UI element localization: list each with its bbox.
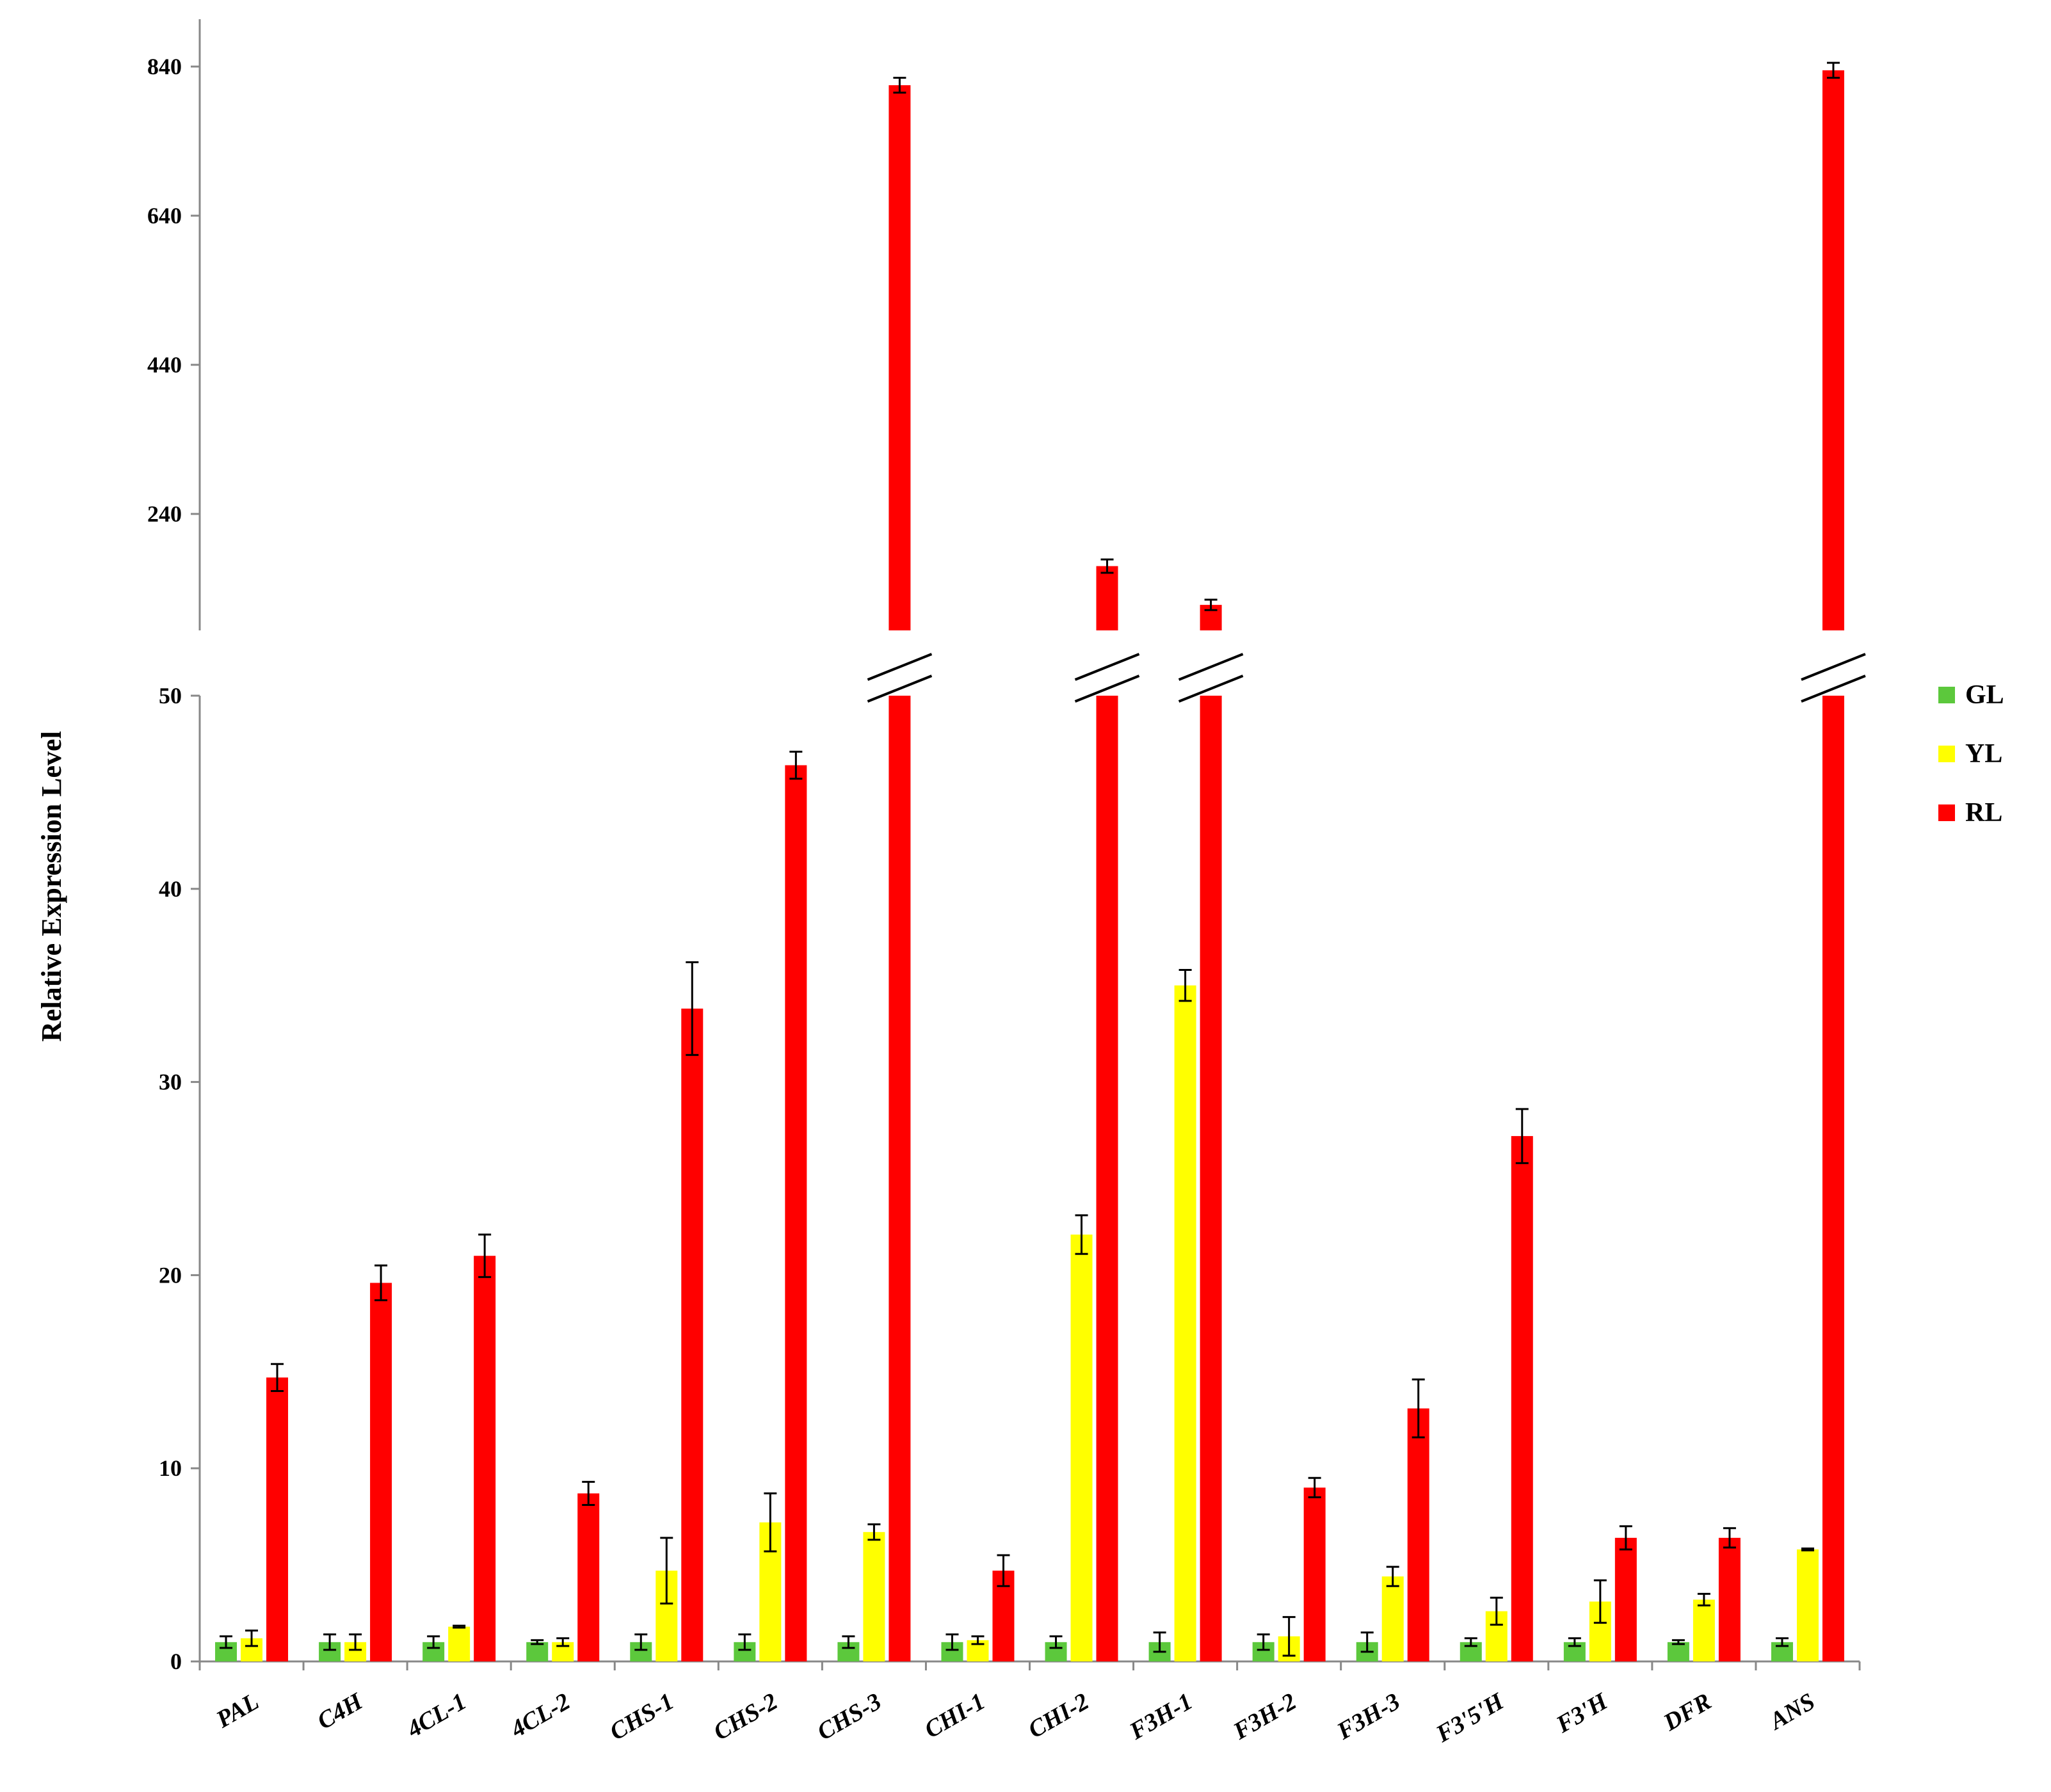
y-tick-label: 10 — [159, 1455, 182, 1481]
bar-yl — [1796, 1549, 1819, 1661]
bar-rl — [1407, 1408, 1429, 1661]
legend-swatch-gl — [1938, 687, 1955, 703]
bar-yl — [1174, 985, 1196, 1661]
axis-break-mark — [867, 653, 933, 681]
y-tick-label: 840 — [147, 54, 182, 79]
category-label: 4CL-2 — [506, 1688, 575, 1743]
bar-yl — [1381, 1576, 1404, 1661]
bar-rl — [681, 1008, 704, 1661]
y-tick-label: 50 — [159, 683, 182, 708]
y-tick-label: 240 — [147, 501, 182, 527]
bar-rl — [1614, 1537, 1637, 1661]
axis-break-mark — [1801, 675, 1866, 703]
category-label: CHS-1 — [606, 1688, 679, 1745]
bar-rl — [1718, 1537, 1741, 1661]
y-tick-label: 40 — [159, 876, 182, 902]
bar-rl — [1200, 696, 1222, 1661]
y-tick-label: 0 — [170, 1649, 182, 1674]
category-label: DFR — [1659, 1688, 1716, 1736]
bar-yl — [448, 1626, 471, 1661]
legend-label-yl: YL — [1965, 739, 2002, 769]
category-label: F3H-2 — [1228, 1688, 1301, 1745]
axis-break-mark — [1178, 675, 1244, 703]
category-label: F3'5'H — [1431, 1688, 1509, 1748]
bar-gl — [1667, 1642, 1689, 1661]
category-label: ANS — [1764, 1688, 1820, 1735]
lower-y-axis: 0 10 20 30 40 50 — [159, 683, 201, 1674]
y-tick-label: 20 — [159, 1262, 182, 1288]
category-label: C4H — [313, 1688, 368, 1735]
bar-rl-upper — [1096, 566, 1118, 630]
y-tick-label: 440 — [147, 352, 182, 378]
legend-label-gl: GL — [1965, 680, 2004, 710]
bar-rl — [474, 1256, 496, 1661]
bar-rl — [266, 1377, 289, 1661]
legend-swatch-yl — [1938, 746, 1955, 762]
category-label: F3'H — [1551, 1688, 1613, 1739]
bar-yl — [1693, 1599, 1715, 1661]
category-label: F3H-3 — [1332, 1688, 1404, 1745]
legend: GL YL RL — [1938, 680, 2004, 828]
category-label: CHS-2 — [709, 1688, 782, 1745]
bar-rl — [1096, 696, 1118, 1661]
axis-break-mark — [1801, 653, 1866, 681]
category-label: CHI-1 — [920, 1688, 990, 1743]
bar-rl — [1303, 1487, 1326, 1661]
category-label: CHS-3 — [813, 1688, 886, 1745]
bar-rl — [785, 765, 807, 1661]
axis-break-mark — [1074, 675, 1140, 703]
bar-rl — [370, 1283, 392, 1661]
category-label: 4CL-1 — [402, 1688, 471, 1743]
axis-break-mark — [1074, 653, 1140, 681]
bar-gl — [526, 1642, 549, 1661]
y-tick-label: 30 — [159, 1069, 182, 1095]
bar-rl — [1511, 1136, 1533, 1661]
bar-rl-upper — [889, 85, 911, 630]
bar-yl — [1070, 1235, 1093, 1661]
axis-break-mark — [867, 675, 933, 703]
y-axis-title: Relative Expression Level — [36, 731, 67, 1042]
legend-label-rl: RL — [1965, 798, 2002, 828]
legend-swatch-rl — [1938, 804, 1955, 821]
category-label: PAL — [211, 1688, 264, 1733]
bar-yl — [863, 1532, 885, 1661]
category-label: F3H-1 — [1125, 1688, 1197, 1745]
bar-rl — [577, 1493, 600, 1661]
bar-rl — [889, 696, 911, 1661]
bar-rl-upper — [1822, 70, 1844, 630]
upper-y-axis: 240 440 640 840 — [147, 19, 201, 630]
x-axis — [198, 1660, 1861, 1670]
bar-rl — [1822, 696, 1844, 1661]
category-labels: PAL C4H 4CL-1 4CL-2 CHS-1 CHS-2 CHS-3 CHI-1 CHI-… — [211, 1688, 1820, 1748]
y-tick-label: 640 — [147, 203, 182, 228]
bars-group — [215, 61, 1866, 1661]
category-label: CHI-2 — [1024, 1688, 1093, 1743]
axis-break-mark — [1178, 653, 1244, 681]
